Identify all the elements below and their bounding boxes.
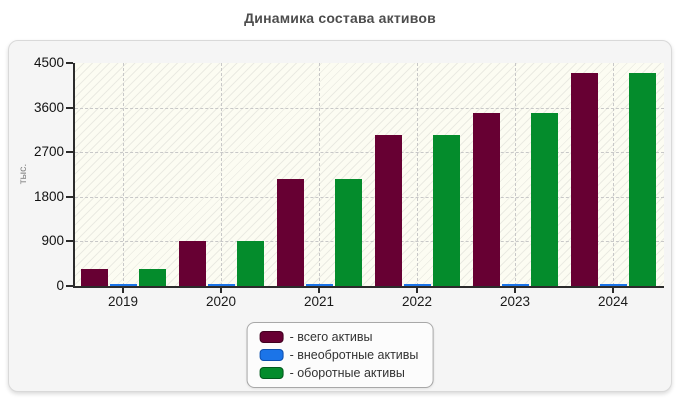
bar-current-assets-2021 (334, 179, 362, 286)
legend-item-non-current-assets: - внеобротные активы (259, 348, 419, 362)
bar-total-assets-2023 (472, 112, 500, 286)
x-tick-mark (318, 288, 320, 293)
x-tick-label-2022: 2022 (401, 294, 433, 309)
y-axis-title: тыс. (17, 163, 29, 185)
bar-non-current-assets-2023 (501, 284, 529, 286)
y-tick-mark (66, 195, 73, 198)
y-tick-mark (66, 106, 73, 109)
bar-current-assets-2019 (138, 268, 166, 286)
x-tick-mark (612, 288, 614, 293)
bar-current-assets-2022 (432, 134, 460, 286)
y-tick-label: 4500 (33, 55, 64, 70)
h-gridline (75, 107, 664, 109)
bar-total-assets-2024 (570, 72, 598, 286)
chart-title: Динамика состава активов (244, 10, 436, 26)
v-gridline (221, 63, 222, 286)
v-gridline (515, 63, 516, 286)
y-tick-label: 3600 (33, 99, 64, 115)
v-gridline (417, 63, 418, 286)
bar-total-assets-2020 (178, 241, 206, 286)
y-tick-label: 900 (41, 233, 64, 249)
legend-label: - всего активы (289, 330, 373, 344)
bar-non-current-assets-2020 (207, 284, 235, 286)
y-tick-label: 0 (56, 278, 64, 293)
y-tick-mark (66, 285, 73, 287)
x-tick-mark (220, 288, 222, 293)
h-gridline (75, 152, 664, 154)
x-tick-label-2024: 2024 (597, 294, 629, 309)
chart-panel: тыс. - всего активы - внеобротные активы -… (8, 40, 672, 392)
legend-label: - внеобротные активы (289, 348, 419, 362)
bar-total-assets-2021 (276, 179, 304, 286)
x-tick-label-2023: 2023 (499, 294, 531, 309)
x-tick-mark (514, 288, 516, 293)
y-tick-mark (66, 151, 73, 154)
bar-total-assets-2022 (374, 134, 402, 286)
bar-non-current-assets-2019 (109, 284, 137, 286)
legend-item-current-assets: - оборотные активы (259, 366, 419, 380)
x-tick-label-2020: 2020 (205, 294, 237, 309)
bar-non-current-assets-2022 (403, 284, 431, 286)
h-gridline (75, 241, 664, 243)
y-tick-mark (66, 240, 73, 243)
y-tick-label: 2700 (33, 144, 64, 160)
legend-swatch-non-current-assets (259, 349, 284, 361)
x-tick-mark (416, 288, 418, 293)
bar-current-assets-2024 (628, 72, 656, 286)
legend-item-total-assets: - всего активы (259, 330, 419, 344)
bar-total-assets-2019 (80, 268, 108, 286)
legend-swatch-total-assets (259, 331, 284, 343)
y-tick-label: 1800 (33, 188, 64, 204)
x-tick-label-2019: 2019 (107, 294, 139, 309)
v-gridline (123, 63, 124, 286)
plot-area (73, 63, 664, 288)
bar-non-current-assets-2021 (305, 284, 333, 286)
bar-current-assets-2023 (530, 112, 558, 286)
x-tick-mark (122, 288, 124, 293)
legend-label: - оборотные активы (289, 366, 405, 380)
bar-non-current-assets-2024 (599, 284, 627, 286)
y-tick-mark (66, 62, 73, 64)
h-gridline (75, 196, 664, 198)
x-tick-label-2021: 2021 (303, 294, 335, 309)
legend-swatch-current-assets (259, 367, 284, 379)
legend: - всего активы - внеобротные активы - обор… (246, 322, 434, 388)
v-gridline (319, 63, 320, 286)
v-gridline (613, 63, 614, 286)
bar-current-assets-2020 (236, 241, 264, 286)
